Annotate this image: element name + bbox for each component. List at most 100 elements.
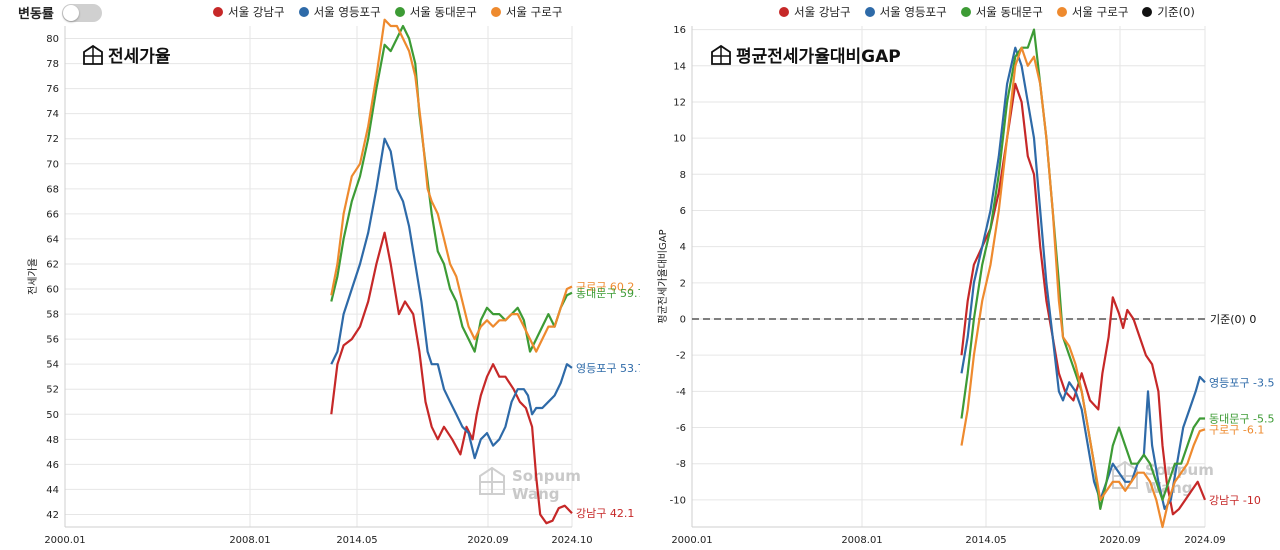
legend-label: 기준(0) <box>1157 5 1195 19</box>
series-line-gangnam <box>330 231 573 525</box>
y-tick-label: 76 <box>46 84 59 95</box>
legend-item-dongdaemun[interactable]: 서울 동대문구 <box>394 4 477 20</box>
change-rate-toggle[interactable] <box>61 3 102 22</box>
home-chart-icon <box>83 44 103 65</box>
jeonse-ratio-chart: 42 44 46 48 50 52 54 56 58 60 62 64 66 68 70 72 74 76 78 80… <box>27 18 640 546</box>
y-tick-label: 80 <box>46 34 59 45</box>
y-tick-label: 78 <box>46 59 59 70</box>
y-axis-label: 전세가율 <box>27 258 39 295</box>
y-tick-label: 6 <box>680 206 686 217</box>
series-line-yeongdeungpo <box>960 46 1206 510</box>
left-chart-legend: 서울 강남구 서울 영등포구 서울 동대문구 서울 구로구 <box>213 4 562 20</box>
y-tick-label: 74 <box>46 109 59 120</box>
legend-item-gangnam[interactable]: 서울 강남구 <box>213 4 285 20</box>
y-tick-label: -10 <box>670 495 686 506</box>
legend-item-gangnam[interactable]: 서울 강남구 <box>779 4 851 20</box>
y-tick-label: 4 <box>680 242 686 253</box>
legend-item-yeongdeungpo[interactable]: 서울 영등포구 <box>298 4 381 20</box>
watermark-icon <box>479 466 505 495</box>
change-rate-label: 변동률 <box>18 7 54 22</box>
legend-dot <box>1142 7 1153 17</box>
end-label-yeongdeungpo: 영등포구 -3.5 <box>1209 376 1274 389</box>
x-tick-label: 2014.05 <box>336 535 377 546</box>
legend-item-yeongdeungpo[interactable]: 서울 영등포구 <box>864 4 947 20</box>
x-tick-label: 2008.01 <box>841 535 882 546</box>
chart-title: 전세가율 <box>108 47 171 67</box>
y-tick-label: 0 <box>680 315 686 326</box>
legend-label: 서울 구로구 <box>505 5 563 19</box>
y-axis-label: 평균전세가율대비GAP <box>657 229 669 323</box>
end-label-dongdaemun: 동대문구 59.7 <box>576 287 640 300</box>
y-tick-label: 64 <box>46 234 59 245</box>
legend-label: 서울 동대문구 <box>975 5 1043 19</box>
legend-label: 서울 구로구 <box>1071 5 1129 19</box>
legend-dot <box>1056 7 1067 17</box>
chart-title: 평균전세가율대비GAP <box>736 47 901 67</box>
y-tick-label: 68 <box>46 184 59 195</box>
chart-title-group: 평균전세가율대비GAP <box>711 44 901 67</box>
y-tick-label: 46 <box>46 460 59 471</box>
y-tick-label: 66 <box>46 209 59 220</box>
legend-dot <box>864 7 875 17</box>
legend-item-baseline[interactable]: 기준(0) <box>1142 4 1195 20</box>
legend-label: 서울 강남구 <box>794 5 851 19</box>
y-tick-label: -6 <box>676 423 686 434</box>
x-tick-label: 2000.01 <box>671 535 712 546</box>
y-tick-label: -2 <box>676 351 686 362</box>
y-tick-label: 52 <box>46 385 59 396</box>
x-tick-label: 2008.01 <box>229 535 270 546</box>
legend-dot <box>779 7 789 17</box>
y-tick-label: 16 <box>673 25 686 36</box>
home-chart-icon <box>711 44 731 65</box>
baseline-end-label: 기준(0) 0 <box>1210 313 1256 326</box>
y-tick-label: 60 <box>46 285 59 296</box>
y-tick-label: 10 <box>673 134 686 145</box>
legend-item-guro[interactable]: 서울 구로구 <box>490 4 563 20</box>
y-tick-label: 44 <box>46 485 59 496</box>
watermark-line2: Wang <box>512 485 560 503</box>
legend-dot <box>298 7 309 17</box>
series-line-yeongdeungpo <box>330 137 573 460</box>
end-label-gangnam: 강남구 -10 <box>1209 494 1261 507</box>
end-label-dongdaemun: 동대문구 -5.5 <box>1209 412 1274 425</box>
series-line-guro <box>960 46 1206 529</box>
x-tick-label: 2020.09 <box>1099 535 1140 546</box>
legend-dot <box>490 7 501 17</box>
legend-label: 서울 강남구 <box>228 5 285 19</box>
series-line-gangnam <box>960 82 1207 516</box>
y-tick-label: -8 <box>676 459 686 470</box>
y-tick-label: 50 <box>46 410 59 421</box>
toggle-knob <box>62 4 79 21</box>
x-tick-label: 2000.01 <box>44 535 85 546</box>
y-tick-label: 12 <box>673 97 686 108</box>
y-tick-label: 8 <box>680 170 686 181</box>
end-label-gangnam: 강남구 42.1 <box>576 507 634 520</box>
x-tick-label: 2024.09 <box>1184 535 1225 546</box>
x-tick-label: 2020.09 <box>467 535 508 546</box>
watermark-line1: Sonpum <box>512 467 581 485</box>
right-chart-legend: 서울 강남구 서울 영등포구 서울 동대문구 서울 구로구 기준(0) <box>779 4 1195 20</box>
chart-title-group: 전세가율 <box>83 44 171 67</box>
y-tick-label: 56 <box>46 335 59 346</box>
y-tick-label: 48 <box>46 435 59 446</box>
legend-dot <box>960 7 971 17</box>
grid <box>64 26 573 527</box>
x-tick-label: 2014.05 <box>965 535 1006 546</box>
change-rate-toggle-group: 변동률 <box>18 3 102 22</box>
y-tick-label: 54 <box>46 360 59 371</box>
y-tick-label: 72 <box>46 134 59 145</box>
end-label-guro: 구로구 -6.1 <box>1209 423 1264 436</box>
legend-label: 서울 영등포구 <box>313 5 381 19</box>
y-tick-label: 2 <box>680 278 686 289</box>
series-line-dongdaemun <box>330 24 573 353</box>
legend-item-guro[interactable]: 서울 구로구 <box>1056 4 1129 20</box>
legend-item-dongdaemun[interactable]: 서울 동대문구 <box>960 4 1043 20</box>
series-line-guro <box>330 18 573 353</box>
end-label-yeongdeungpo: 영등포구 53.7 <box>576 362 640 375</box>
legend-dot <box>213 7 223 17</box>
watermark-line1: Sonpum <box>1145 461 1214 479</box>
y-tick-label: 62 <box>46 259 59 270</box>
y-tick-label: 42 <box>46 510 59 521</box>
